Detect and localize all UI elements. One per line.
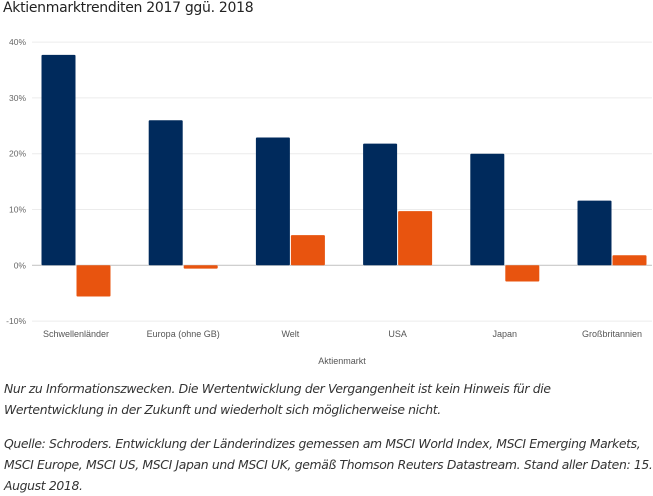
bar-2018 bbox=[612, 255, 647, 266]
bar-2017 bbox=[255, 137, 290, 266]
bar-2017 bbox=[577, 200, 612, 266]
disclaimer-note: Nur zu Informationszwecken. Die Wertentw… bbox=[4, 381, 551, 417]
bar-2017 bbox=[363, 143, 398, 266]
bar-2018 bbox=[76, 265, 111, 297]
category-label: Großbritannien bbox=[582, 329, 642, 339]
category-label: Japan bbox=[493, 329, 518, 339]
source-note: Quelle: Schroders. Entwicklung der Lände… bbox=[4, 436, 653, 493]
bar-2018 bbox=[398, 211, 433, 266]
y-tick-label: 20% bbox=[9, 149, 26, 159]
bar-2017 bbox=[41, 54, 76, 266]
category-label: Welt bbox=[281, 329, 299, 339]
y-tick-label: 40% bbox=[9, 37, 26, 47]
y-tick-label: 30% bbox=[9, 93, 26, 103]
category-label: USA bbox=[388, 329, 407, 339]
bar-2017 bbox=[148, 120, 183, 266]
bar-2017 bbox=[470, 153, 505, 266]
y-tick-label: 0% bbox=[14, 260, 27, 270]
category-label: Europa (ohne GB) bbox=[147, 329, 220, 339]
bar-chart: -10% 0% 10% 20% 30% 40% Schwellenländer Europa … bbox=[6, 37, 652, 366]
y-tick-label: 10% bbox=[9, 205, 26, 215]
bar-2018 bbox=[183, 265, 218, 269]
x-axis-title: Aktienmarkt bbox=[318, 356, 366, 366]
chart-title: Aktienmarktrenditen 2017 ggü. 2018 bbox=[3, 0, 254, 16]
category-label: Schwellenländer bbox=[43, 329, 109, 339]
y-tick-label: -10% bbox=[6, 316, 26, 326]
bar-2018 bbox=[290, 235, 325, 266]
bar-2018 bbox=[505, 265, 540, 282]
